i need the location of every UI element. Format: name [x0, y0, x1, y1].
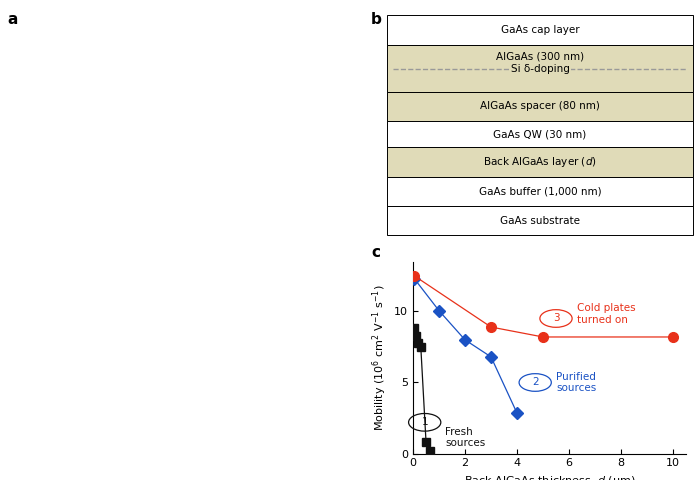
Text: 1: 1 [421, 417, 428, 427]
Text: Back AlGaAs layer ($d$): Back AlGaAs layer ($d$) [483, 155, 597, 169]
Text: a: a [7, 12, 18, 27]
Text: 3: 3 [553, 313, 559, 324]
Text: GaAs cap layer: GaAs cap layer [500, 25, 580, 35]
Text: Cold plates
turned on: Cold plates turned on [577, 303, 636, 325]
Text: Si δ-doping: Si δ-doping [510, 64, 570, 74]
Text: c: c [371, 245, 380, 260]
Text: GaAs QW (30 nm): GaAs QW (30 nm) [494, 129, 587, 139]
Text: GaAs substrate: GaAs substrate [500, 216, 580, 226]
Text: AlGaAs (300 nm): AlGaAs (300 nm) [496, 52, 584, 62]
Text: b: b [371, 12, 382, 27]
Text: Fresh
sources: Fresh sources [445, 427, 486, 448]
Text: AlGaAs spacer (80 nm): AlGaAs spacer (80 nm) [480, 101, 600, 111]
X-axis label: Back AlGaAs thickness, $d$ (μm): Back AlGaAs thickness, $d$ (μm) [463, 474, 636, 480]
Text: Purified
sources: Purified sources [556, 372, 596, 393]
Text: GaAs buffer (1,000 nm): GaAs buffer (1,000 nm) [479, 186, 601, 196]
Text: 2: 2 [532, 377, 538, 387]
Y-axis label: Mobility (10$^6$ cm$^2$ V$^{-1}$ s$^{-1}$): Mobility (10$^6$ cm$^2$ V$^{-1}$ s$^{-1}… [370, 284, 388, 431]
